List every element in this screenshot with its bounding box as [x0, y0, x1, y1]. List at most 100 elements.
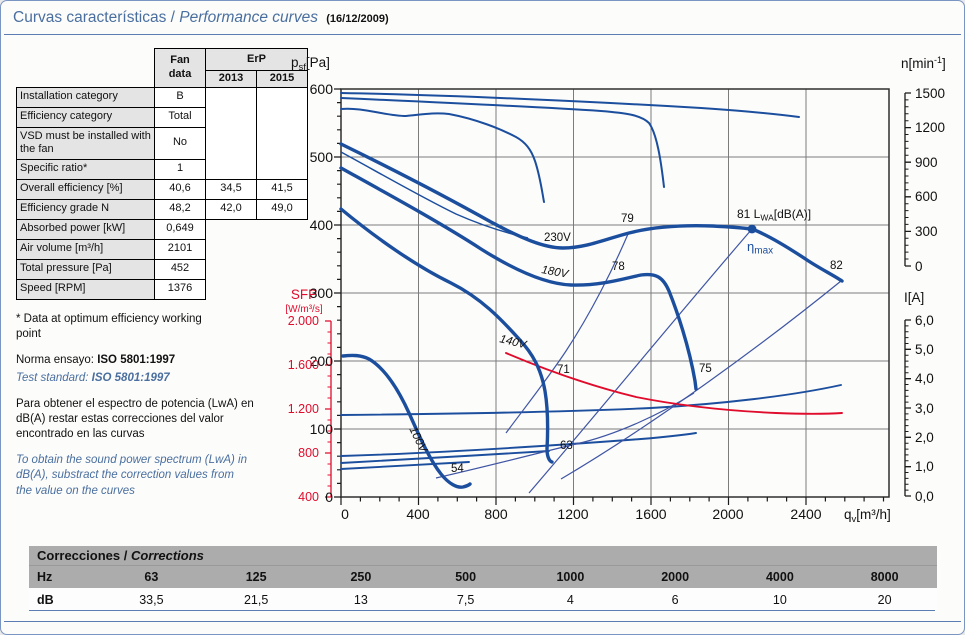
speed-tick-labels: 1500 1200 900 600 300 0	[915, 86, 945, 274]
svg-text:300: 300	[915, 224, 938, 239]
svg-text:6,0: 6,0	[915, 313, 934, 328]
current-curve-140v	[340, 450, 550, 464]
svg-text:79: 79	[621, 213, 634, 225]
svg-text:500: 500	[310, 149, 334, 165]
sfp-axis-title-2: [W/m³/s]	[285, 304, 322, 315]
svg-text:78: 78	[612, 261, 625, 273]
table-row: Efficiency grade N 48,2 42,0 49,0	[16, 198, 308, 220]
speed-axis-title: n[min-1]	[901, 55, 946, 71]
svg-text:900: 900	[915, 155, 938, 170]
y-axis-ticks	[334, 88, 341, 498]
lwa-81-label: 81 LWA[dB(A)]	[737, 207, 811, 223]
svg-text:63: 63	[560, 440, 573, 452]
svg-text:71: 71	[557, 364, 570, 376]
table-row: Absorbed power [kW] 0,649	[16, 218, 308, 240]
title-es: Curvas características	[13, 9, 167, 26]
svg-text:1200: 1200	[557, 506, 588, 522]
label-180v: 180V	[540, 264, 570, 281]
pressure-curves	[339, 142, 844, 489]
svg-text:0: 0	[915, 259, 923, 274]
test-standard-en: Test standard: ISO 5801:1997	[16, 371, 170, 384]
label-140v: 140V	[498, 333, 528, 351]
pressure-curve-100v	[341, 353, 472, 489]
corrections-table: Correcciones / Corrections Hz 63 125 250…	[29, 546, 937, 611]
x-axis-ticks	[340, 497, 885, 505]
sfp-tick-labels: 2.000 1.600 1.200 800 400	[288, 314, 319, 504]
svg-text:400: 400	[310, 217, 334, 233]
optimum-point-dot	[747, 224, 757, 234]
test-standard-es: Norma ensayo: ISO 5801:1997	[16, 354, 176, 367]
svg-text:200: 200	[310, 353, 334, 369]
pressure-tick-labels: 600 500 400 300 200 100 0	[310, 81, 334, 505]
svg-text:0,0: 0,0	[915, 489, 934, 504]
current-curves	[340, 384, 842, 470]
sfp-axis-bracket	[325, 320, 332, 498]
corrections-header: Correcciones / Corrections	[29, 546, 937, 566]
empty-2015-block	[256, 86, 308, 180]
svg-text:2,0: 2,0	[915, 430, 934, 445]
lwa-iso-lines	[340, 151, 842, 494]
footer-divider-1	[29, 610, 935, 611]
lwa-labels: 54 63 71 75 78 79 82	[451, 213, 843, 475]
svg-text:600: 600	[310, 81, 334, 97]
col-header-erp: ErP	[205, 48, 308, 71]
svg-text:1500: 1500	[915, 86, 945, 101]
svg-text:1200: 1200	[915, 120, 945, 135]
flow-axis-title: qv[m³/h]	[844, 507, 891, 525]
title-separator: /	[166, 9, 180, 26]
svg-text:5,0: 5,0	[915, 342, 934, 357]
table-row: Specific ratio* 1	[16, 158, 308, 180]
svg-text:400: 400	[406, 506, 430, 522]
svg-text:75: 75	[699, 363, 712, 375]
title-date: (16/12/2009)	[326, 13, 389, 25]
current-axis-bracket	[904, 319, 911, 497]
title-divider	[4, 34, 961, 35]
speed-curves	[340, 92, 800, 203]
footnote: * Data at optimum efficiency working poi…	[16, 313, 202, 341]
svg-text:2.000: 2.000	[288, 314, 319, 328]
svg-text:1600: 1600	[635, 506, 666, 522]
svg-text:1.200: 1.200	[288, 402, 319, 416]
footer-divider-2	[4, 621, 961, 622]
fan-data-table: Fan data ErP 2013 2015 Installation cate…	[16, 48, 308, 300]
correction-note-en: To obtain the sound power spectrum (LwA)…	[16, 454, 247, 497]
speed-curve-140v	[340, 107, 545, 203]
current-tick-labels: 6,0 5,0 4,0 3,0 2,0 1,0 0,0	[915, 313, 934, 504]
performance-chart: psf[Pa] qv[m³/h] n[min-1] I[A] SFP [W/m³…	[285, 55, 946, 525]
svg-text:4,0: 4,0	[915, 371, 934, 386]
svg-text:800: 800	[484, 506, 508, 522]
table-row: Overall efficiency [%] 40,6 34,5 41,5	[16, 178, 308, 200]
current-curve-180v	[340, 432, 697, 457]
table-row: VSD must be installed with the fan No	[16, 126, 308, 160]
pressure-curve-140v	[339, 207, 554, 464]
svg-text:1.600: 1.600	[288, 358, 319, 372]
corrections-hz-row: Hz 63 125 250 500 1000 2000 4000 8000	[29, 566, 937, 588]
svg-text:0: 0	[341, 506, 349, 522]
current-axis-title: I[A]	[904, 290, 924, 305]
svg-text:0: 0	[325, 489, 333, 505]
svg-text:400: 400	[298, 490, 319, 504]
speed-curve-230v	[340, 92, 800, 118]
pressure-curve-180v	[339, 166, 698, 391]
current-curve-230v	[340, 384, 842, 416]
svg-text:100: 100	[310, 421, 334, 437]
svg-text:3,0: 3,0	[915, 401, 934, 416]
svg-text:600: 600	[915, 189, 938, 204]
current-curve-100v	[340, 461, 470, 470]
svg-text:300: 300	[310, 285, 334, 301]
extra-thin-curve	[340, 151, 529, 239]
col-header-2013: 2013	[205, 70, 257, 88]
notes-block: * Data at optimum efficiency working poi…	[16, 312, 278, 510]
col-header-fan-data: Fan data	[154, 48, 206, 88]
svg-text:54: 54	[451, 463, 464, 475]
svg-text:2400: 2400	[790, 506, 821, 522]
corrections-db-row: dB 33,5 21,5 13 7,5 4 6 10 20	[29, 588, 937, 611]
pressure-axis-title: psf[Pa]	[291, 55, 330, 73]
speed-axis-bracket	[904, 92, 911, 267]
table-row: Speed [RPM] 1376	[16, 278, 308, 300]
col-header-2015: 2015	[256, 70, 308, 88]
sfp-curve	[505, 352, 843, 415]
svg-text:2000: 2000	[712, 506, 743, 522]
flow-tick-labels: 0 400 800 1200 1600 2000 2400	[341, 506, 822, 522]
